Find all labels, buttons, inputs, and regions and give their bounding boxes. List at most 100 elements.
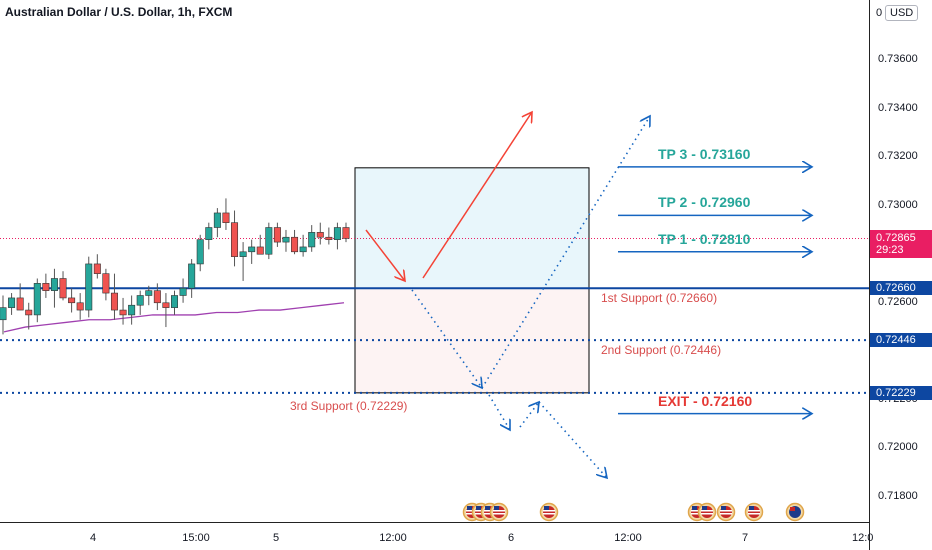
flag-canton (702, 506, 707, 510)
price-tick-label: 0.72000 (878, 441, 918, 454)
support-annotation-3: 3rd Support (0.72229) (290, 398, 408, 413)
candle-bearish (25, 309, 33, 316)
candle-bearish (59, 278, 67, 299)
support-price-tag-1: 0.72660 (870, 281, 932, 296)
price-tick-label: 0.71800 (878, 490, 918, 502)
candle-bullish (265, 227, 273, 255)
flag-stripe (691, 510, 703, 512)
take-profit-label-2: TP 2 - 0.72960 (658, 194, 751, 211)
candle-bullish (248, 246, 256, 253)
candle-bullish (299, 246, 307, 253)
flag-stripe (543, 510, 555, 512)
candle-bullish (136, 295, 144, 306)
au-flag-icon (785, 502, 805, 522)
time-tick-label: 5 (272, 532, 280, 544)
candle-bullish (239, 251, 247, 257)
candle-bullish (188, 263, 196, 289)
price-tick-label: 0.73200 (878, 150, 918, 163)
support-price-tag-2: 0.72446 (870, 333, 932, 348)
flag-stripe (493, 510, 505, 512)
take-profit-label-3: TP 3 - 0.73160 (658, 145, 751, 162)
flag-stripe (748, 513, 760, 515)
down-move-arrow (365, 229, 405, 281)
bar-countdown: 29:23 (876, 244, 904, 257)
currency-selector[interactable]: USD (885, 5, 919, 21)
support-price-tag-3: 0.72229 (870, 385, 932, 400)
candle-bearish (325, 236, 333, 240)
time-axis[interactable] (0, 522, 869, 550)
flag-stripe (493, 513, 505, 515)
current-price-tag: 0.72865 29:23 (870, 230, 932, 259)
candle-bearish (291, 236, 299, 253)
candle-bearish (119, 309, 127, 316)
price-tick-label: 0.72600 (878, 295, 918, 308)
candle-bullish (85, 263, 93, 311)
flag-stripe (543, 513, 555, 515)
time-tick-label: 12:0 (852, 532, 874, 544)
time-tick-label: 6 (507, 532, 515, 544)
flag-stripe (720, 510, 732, 512)
candle-bearish (76, 302, 84, 311)
us-flag-icon (539, 502, 559, 522)
candle-bullish (0, 307, 7, 321)
flag-canton (476, 506, 481, 510)
us-flag-icon (489, 502, 509, 522)
candle-bullish (213, 212, 221, 228)
flag-canton (544, 506, 549, 510)
candle-bullish (205, 227, 213, 240)
support-annotation-2: 2nd Support (0.72446) (601, 343, 722, 358)
price-axis[interactable] (869, 0, 932, 550)
us-flag-icon (744, 502, 764, 522)
time-tick-label: 7 (741, 532, 749, 544)
flag-canton (485, 506, 490, 510)
support-annotation-1: 1st Support (0.72660) (601, 291, 718, 306)
candle-bullish (308, 232, 316, 248)
candle-bullish (282, 236, 290, 243)
flag-canton (721, 506, 726, 510)
candle-bearish (153, 290, 161, 304)
candle-bullish (128, 304, 136, 316)
candle-bullish (50, 278, 58, 291)
flag-stripe (748, 510, 760, 512)
flag-stripe (701, 510, 713, 512)
flag-stripe (720, 513, 732, 515)
candle-bearish (68, 297, 76, 304)
candle-bullish (145, 290, 153, 296)
flag-stripe (691, 513, 703, 515)
candle-bearish (222, 212, 230, 223)
take-profit-label-1: TP 1 - 0.72810 (658, 230, 751, 247)
candle-bearish (42, 283, 50, 291)
time-tick-label: 15:00 (182, 532, 210, 544)
price-tick-label: 0.73600 (878, 53, 918, 65)
candle-bullish (196, 239, 204, 265)
candle-bearish (342, 227, 350, 239)
scenario-drop-to-third-support (411, 289, 482, 388)
candle-bearish (316, 232, 324, 238)
us-flag-icon (716, 502, 736, 522)
candle-bearish (231, 222, 239, 257)
price-chart-plot[interactable] (0, 0, 869, 522)
candle-bullish (8, 297, 16, 308)
profit-zone-box (354, 167, 590, 289)
price-tick-label: 0.73400 (878, 101, 918, 114)
chart-title: Australian Dollar / U.S. Dollar, 1h, FXC… (5, 5, 233, 19)
candle-bearish (256, 246, 264, 255)
price-tick-label: 0.73000 (878, 198, 918, 211)
candle-bullish (33, 283, 41, 316)
candle-bullish (171, 295, 179, 308)
scenario-break-leg-2 (519, 402, 539, 428)
candle-bearish (162, 302, 170, 308)
candle-bullish (179, 287, 187, 296)
candle-bearish (102, 273, 110, 294)
time-tick-label: 4 (89, 532, 97, 544)
loss-zone-box (354, 287, 590, 394)
candle-bearish (93, 263, 101, 274)
candle-bullish (333, 227, 341, 240)
flag-canton (494, 506, 499, 510)
time-tick-label: 12:00 (379, 532, 407, 544)
exit-label: EXIT - 0.72160 (658, 392, 753, 409)
scenario-break-leg-3 (538, 401, 607, 478)
scenario-rally-to-tp3 (481, 116, 650, 389)
candle-bearish (16, 297, 24, 311)
time-tick-label: 12:00 (614, 532, 642, 544)
